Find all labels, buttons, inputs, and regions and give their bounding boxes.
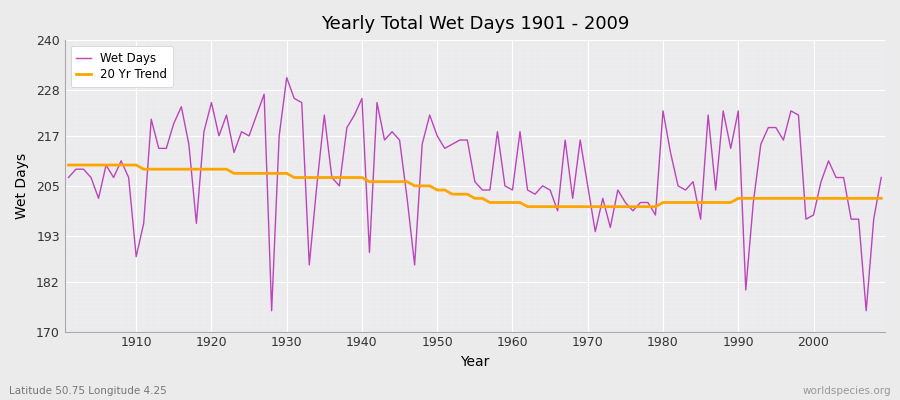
- Y-axis label: Wet Days: Wet Days: [15, 153, 29, 219]
- Line: Wet Days: Wet Days: [68, 78, 881, 311]
- Wet Days: [123, 175, 134, 180]
- Wet Days: [63, 175, 74, 180]
- 20 Yr Trend: [507, 200, 517, 205]
- 20 Yr Trend: [123, 163, 134, 168]
- Text: worldspecies.org: worldspecies.org: [803, 386, 891, 396]
- Wet Days: [349, 113, 360, 118]
- 20 Yr Trend: [289, 175, 300, 180]
- Line: 20 Yr Trend: 20 Yr Trend: [68, 165, 881, 207]
- Wet Days: [266, 308, 277, 313]
- 20 Yr Trend: [522, 204, 533, 209]
- Wet Days: [876, 175, 886, 180]
- Text: Latitude 50.75 Longitude 4.25: Latitude 50.75 Longitude 4.25: [9, 386, 166, 396]
- 20 Yr Trend: [500, 200, 510, 205]
- 20 Yr Trend: [63, 163, 74, 168]
- 20 Yr Trend: [605, 204, 616, 209]
- Wet Days: [515, 129, 526, 134]
- 20 Yr Trend: [334, 175, 345, 180]
- Legend: Wet Days, 20 Yr Trend: Wet Days, 20 Yr Trend: [70, 46, 173, 87]
- Wet Days: [282, 75, 292, 80]
- Wet Days: [612, 188, 623, 192]
- X-axis label: Year: Year: [460, 355, 490, 369]
- Wet Days: [304, 262, 315, 267]
- Wet Days: [522, 188, 533, 192]
- Title: Yearly Total Wet Days 1901 - 2009: Yearly Total Wet Days 1901 - 2009: [320, 15, 629, 33]
- 20 Yr Trend: [876, 196, 886, 201]
